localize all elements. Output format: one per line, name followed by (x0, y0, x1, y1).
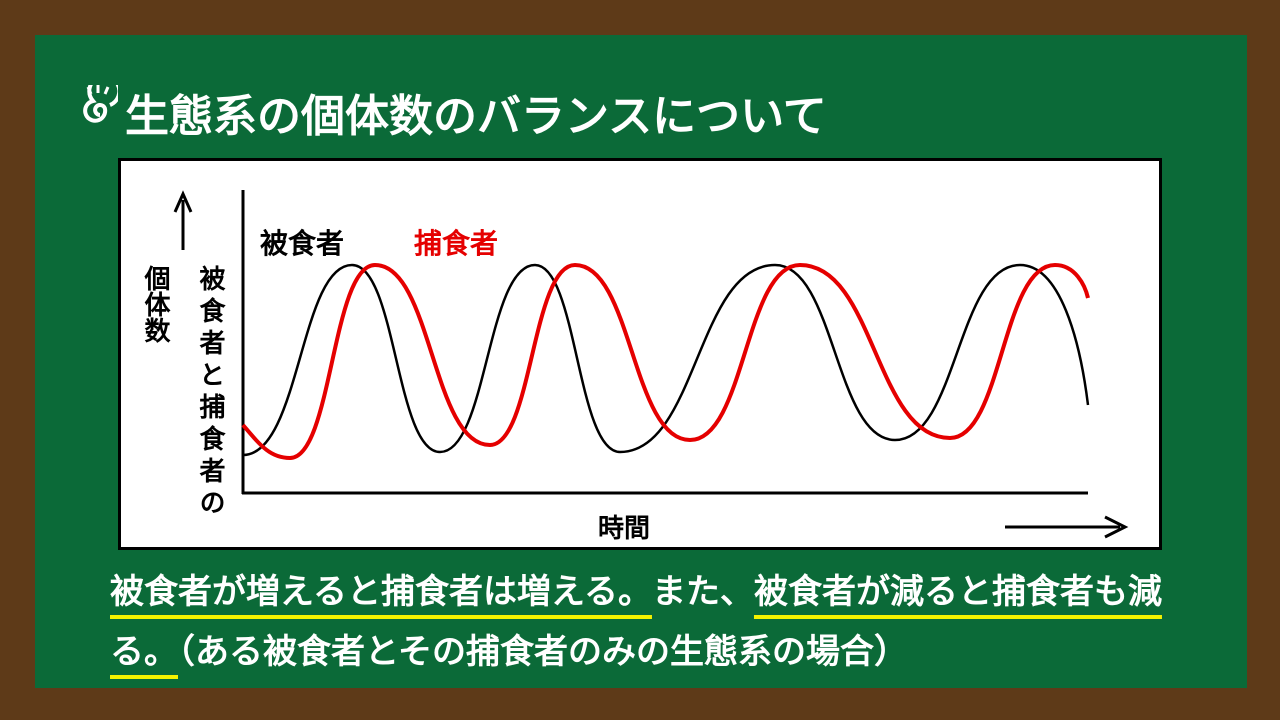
caption-segment: 被食者が減ると捕食者も減る。 (110, 572, 1162, 672)
caption-segment: 被食者が増えると捕食者は増える。 (110, 572, 652, 612)
caption-segment: （ある被食者とその捕食者のみの生態系の場合） (178, 632, 908, 672)
prey-label: 被食者 (260, 227, 345, 260)
predator-curve (241, 262, 1090, 461)
right-arrow-head (1104, 515, 1129, 539)
y-axis-label: 個体数 (140, 265, 170, 343)
prey-curve (242, 263, 1090, 457)
up-arrow-head (173, 190, 193, 213)
panel (118, 158, 1162, 550)
title: 生態系の個体数のバランスについて (125, 91, 827, 142)
y-axis-sublabel: 被食者と捕食者の (195, 265, 225, 521)
x-axis-label: 時間 (598, 514, 651, 544)
title-icon (83, 85, 118, 123)
caption: 被食者が増えると捕食者は増える。また、被食者が減ると捕食者も減る。（ある被食者と… (110, 562, 1180, 682)
caption-segment: また、 (651, 572, 754, 612)
predator-label: 捕食者 (414, 227, 499, 260)
